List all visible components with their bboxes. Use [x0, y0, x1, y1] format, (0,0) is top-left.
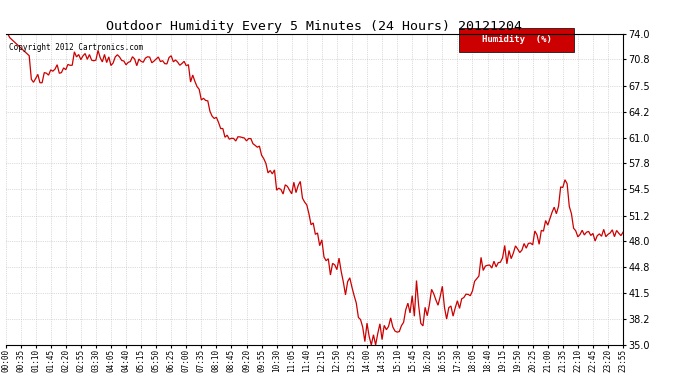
Title: Outdoor Humidity Every 5 Minutes (24 Hours) 20121204: Outdoor Humidity Every 5 Minutes (24 Hou… — [106, 20, 522, 33]
Text: Copyright 2012 Cartronics.com: Copyright 2012 Cartronics.com — [8, 43, 143, 52]
Text: Humidity  (%): Humidity (%) — [482, 36, 551, 45]
FancyBboxPatch shape — [460, 27, 573, 53]
